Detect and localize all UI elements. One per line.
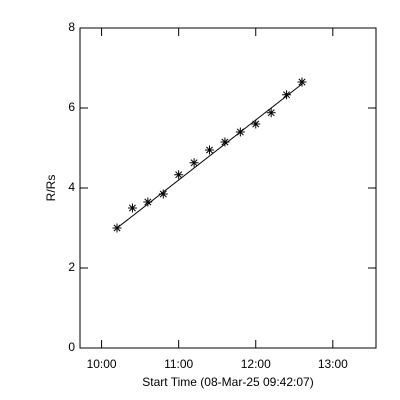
plot-frame (79, 27, 377, 349)
x-tick-label: 10:00 (87, 357, 117, 371)
data-point (205, 145, 214, 155)
data-point (282, 90, 292, 100)
data-point (266, 108, 276, 118)
x-tick-label: 13:00 (318, 357, 348, 371)
data-point (297, 77, 307, 87)
data-point (235, 127, 245, 137)
data-point (112, 223, 122, 233)
x-axis-label: Start Time (08-Mar-25 09:42:07) (142, 375, 313, 389)
data-point (143, 197, 153, 207)
data-point (220, 137, 230, 147)
y-axis-label: R/Rs (44, 175, 58, 202)
data-point (189, 158, 199, 168)
y-tick-label: 0 (68, 340, 75, 354)
y-tick-label: 6 (68, 100, 75, 114)
fit-line (116, 83, 303, 229)
x-tick-label: 12:00 (241, 357, 271, 371)
x-tick-label: 11:00 (164, 357, 193, 371)
data-point (251, 119, 261, 129)
data-point (174, 170, 184, 180)
data-point (158, 189, 168, 199)
data-point (127, 203, 137, 213)
y-tick-label: 2 (68, 260, 75, 274)
y-tick-label: 4 (68, 180, 75, 194)
y-tick-label: 8 (68, 20, 75, 34)
